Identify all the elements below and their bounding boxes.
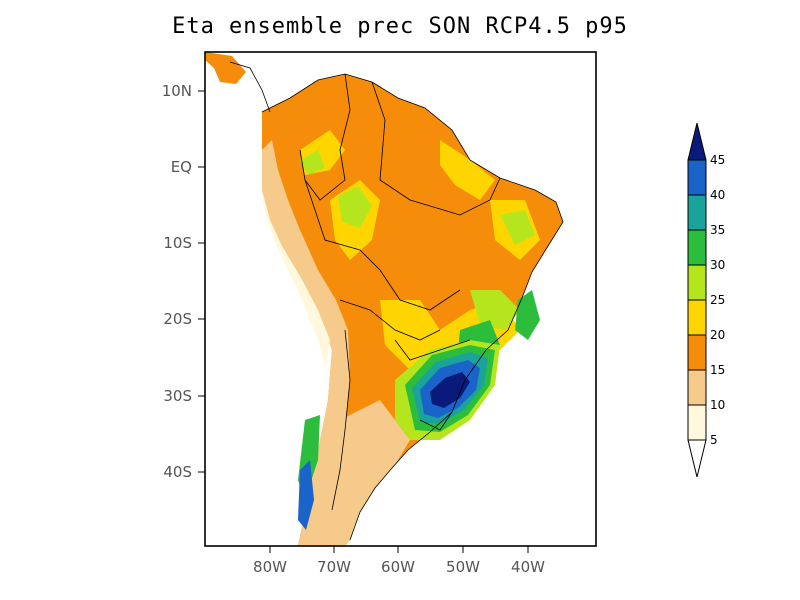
colorbar-labels: 45 40 35 30 25 20 15 10 5 [710,153,725,447]
country-borders [229,61,564,541]
colorbar-segment [687,404,707,441]
colorbar-segment [687,194,707,231]
colorbar-segment [687,369,707,406]
precipitation-field [205,52,563,546]
lat-tick-label: 40S [163,463,192,481]
colorbar-segment [687,229,707,266]
colorbar-label: 40 [710,188,725,202]
lon-tick-label: 70W [317,558,351,576]
map-title: Eta ensemble prec SON RCP4.5 p95 [172,14,628,39]
lon-tick-label: 80W [253,558,287,576]
colorbar-under-arrow [687,439,707,478]
colorbar-label: 10 [710,398,725,412]
lon-tick-label: 60W [381,558,415,576]
colorbar-segment [687,299,707,336]
colorbar-label: 20 [710,328,725,342]
colorbar-label: 5 [710,433,718,447]
lat-tick-label: 20S [163,310,192,328]
lat-tick-label: 30S [163,387,192,405]
colorbar [687,122,707,478]
colorbar-label: 45 [710,153,725,167]
lon-axis: 80W 70W 60W 50W 40W [253,546,545,576]
colorbar-label: 25 [710,293,725,307]
colorbar-over-arrow [687,122,707,161]
colorbar-segment [687,334,707,371]
lat-axis: 10N EQ 10S 20S 30S 40S [162,82,205,481]
lon-tick-label: 50W [446,558,480,576]
lat-tick-label: 10N [162,82,192,100]
chile-south-coast [298,460,314,530]
colorbar-label: 15 [710,363,725,377]
light-green-patches [300,150,535,330]
lon-tick-label: 40W [511,558,545,576]
colorbar-segment [687,264,707,301]
andes-dry-strip [262,140,350,546]
colorbar-segment [687,159,707,196]
lat-tick-label: EQ [171,158,192,176]
map-frame [204,51,597,547]
coastal-desert [262,190,330,370]
south-brazil-max [430,372,470,408]
colorbar-label: 35 [710,223,725,237]
lat-tick-label: 10S [163,234,192,252]
colorbar-label: 30 [710,258,725,272]
